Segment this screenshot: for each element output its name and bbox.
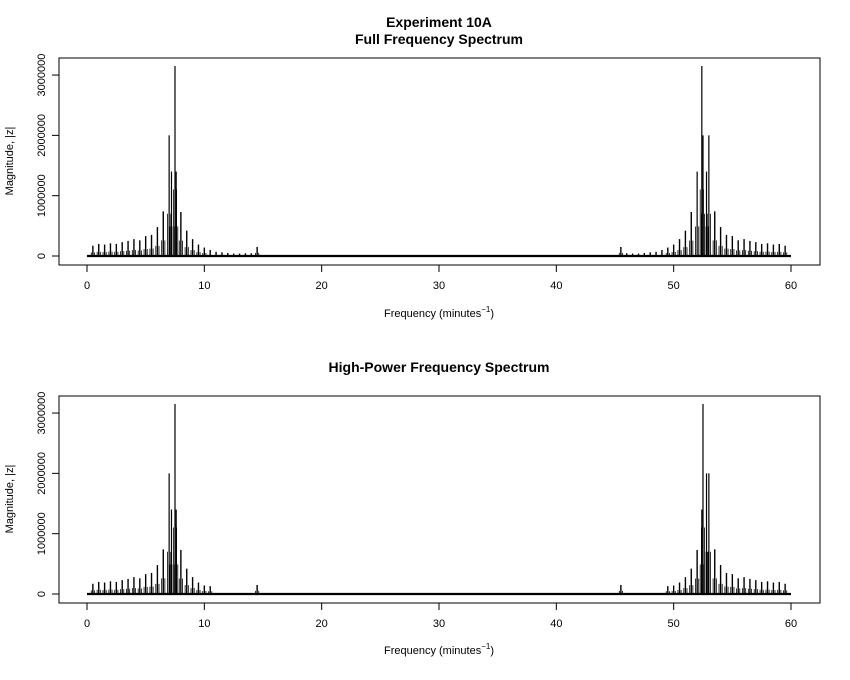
- x-tick-label: 50: [668, 618, 680, 630]
- y-axis: 0 1000000 2000000 3000000: [36, 54, 60, 259]
- x-axis-label: Frequency (minutes−1): [384, 305, 494, 320]
- x-axis: 0 10 20 30 40 50 60: [84, 602, 797, 630]
- y-tick-label: 3000000: [36, 54, 48, 97]
- spectrum-marks: [87, 66, 791, 258]
- x-tick-label: 50: [668, 280, 680, 292]
- y-axis-label: Magnitude, |z|: [4, 127, 16, 196]
- x-tick-label: 20: [316, 618, 328, 630]
- spectrum-marks: [87, 404, 791, 596]
- y-axis: 0 1000000 2000000 3000000: [36, 392, 60, 597]
- x-tick-label: 40: [550, 618, 562, 630]
- chart-title-line1: Experiment 10A: [386, 14, 492, 30]
- y-axis-label: Magnitude, |z|: [4, 465, 16, 534]
- x-tick-label: 10: [198, 280, 210, 292]
- y-tick-label: 2000000: [36, 114, 48, 157]
- x-tick-label: 30: [433, 280, 445, 292]
- y-tick-label: 3000000: [36, 392, 48, 435]
- x-axis-label: Frequency (minutes−1): [384, 642, 494, 657]
- x-axis: 0 10 20 30 40 50 60: [84, 264, 797, 292]
- y-tick-label: 2000000: [36, 452, 48, 495]
- full-spectrum-panel: Experiment 10A Full Frequency Spectrum 0…: [4, 14, 821, 320]
- y-tick-label: 0: [36, 253, 48, 259]
- y-tick-label: 1000000: [36, 512, 48, 555]
- x-tick-label: 40: [550, 280, 562, 292]
- chart-title-line2: Full Frequency Spectrum: [355, 31, 523, 47]
- x-tick-label: 30: [433, 618, 445, 630]
- x-tick-label: 60: [785, 280, 797, 292]
- y-tick-label: 0: [36, 591, 48, 597]
- x-tick-label: 10: [198, 618, 210, 630]
- x-tick-label: 0: [84, 280, 90, 292]
- chart-title: High-Power Frequency Spectrum: [329, 359, 550, 375]
- y-tick-label: 1000000: [36, 174, 48, 217]
- high-power-spectrum-panel: High-Power Frequency Spectrum 0 10 20 30 40 5…: [4, 359, 821, 657]
- x-tick-label: 60: [785, 618, 797, 630]
- x-tick-label: 0: [84, 618, 90, 630]
- x-tick-label: 20: [316, 280, 328, 292]
